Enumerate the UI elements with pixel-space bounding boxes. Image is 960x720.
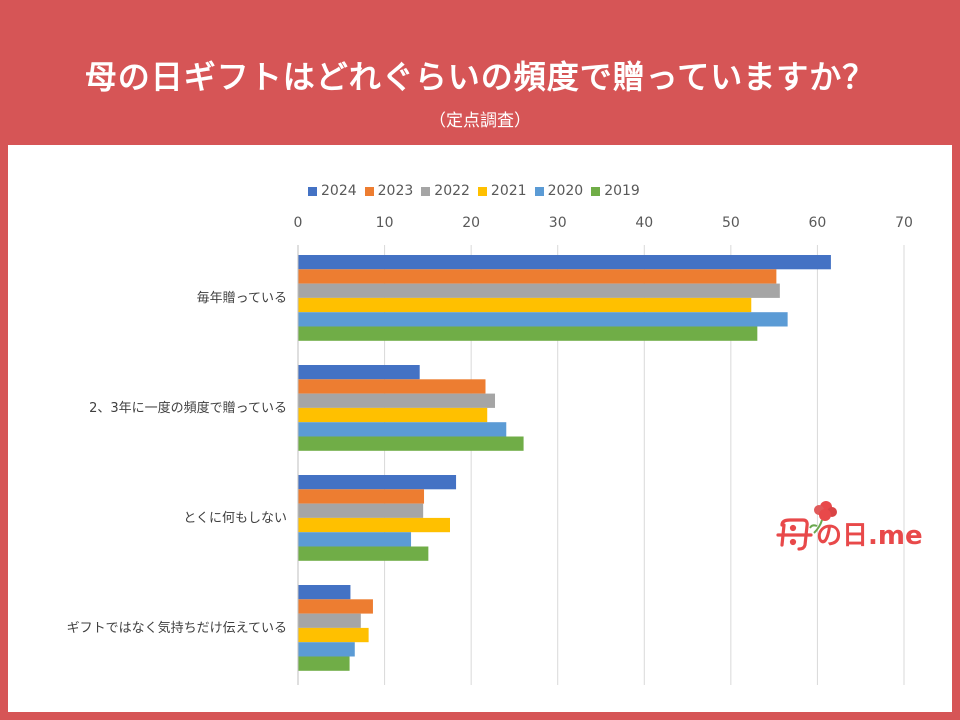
legend-swatch — [308, 186, 317, 196]
page-subtitle: （定点調査） — [429, 111, 531, 131]
bar — [298, 613, 361, 628]
bar — [298, 379, 486, 394]
category-label: 2、3年に一度の頻度で贈っている — [89, 400, 287, 416]
bar — [298, 422, 507, 437]
legend-swatch — [364, 186, 374, 196]
bar — [298, 489, 425, 504]
legend-item: 2023 — [364, 183, 414, 199]
bar — [298, 312, 788, 327]
mother-glyph-icon — [776, 518, 813, 551]
bar — [298, 532, 412, 547]
x-tick-label: 70 — [895, 215, 913, 231]
category-label: ギフトではなく気持ちだけ伝えている — [67, 620, 287, 636]
carnation-icon — [776, 501, 837, 551]
flower-icon — [809, 501, 837, 534]
x-tick-label: 60 — [809, 215, 827, 231]
x-tick-label: 50 — [722, 215, 740, 231]
bar — [298, 326, 758, 341]
bar — [298, 269, 777, 284]
legend-label: 2023 — [377, 183, 414, 199]
bar — [298, 475, 457, 490]
bar — [298, 436, 524, 451]
legend-swatch — [591, 186, 601, 196]
bar — [298, 297, 752, 313]
bar — [298, 599, 373, 614]
legend-item: 2019 — [591, 183, 640, 199]
legend-label: 2024 — [321, 183, 357, 199]
x-tick-label: 40 — [635, 215, 653, 231]
bar — [298, 642, 355, 657]
bar — [298, 283, 780, 298]
x-tick-label: 30 — [549, 215, 567, 231]
legend-swatch — [534, 186, 544, 196]
legend-label: 2019 — [604, 183, 640, 199]
bar — [298, 503, 424, 518]
legend-item: 2024 — [308, 183, 357, 199]
legend-label: 2020 — [547, 183, 584, 199]
legend-item: 2020 — [534, 183, 584, 199]
x-tick-label: 0 — [294, 215, 303, 231]
category-label: 毎年贈っている — [197, 290, 287, 306]
header: 母の日ギフトはどれぐらいの頻度で贈っていますか？ （定点調査） — [0, 0, 960, 145]
logo-text: の日.me — [816, 521, 923, 551]
legend-swatch — [477, 186, 487, 196]
bar — [298, 255, 831, 270]
legend-item: 2021 — [477, 183, 527, 199]
chart-panel: 2024 2023 2022 2021 2020 2019 0 10 20 30 40 50 60 70… — [8, 145, 952, 712]
page-title: 母の日ギフトはどれぐらいの頻度で贈っていますか？ — [84, 58, 876, 96]
x-tick-label: 10 — [376, 215, 394, 231]
category-label: とくに何もしない — [183, 510, 287, 526]
legend-swatch — [421, 186, 431, 196]
bar — [298, 517, 450, 533]
legend-item: 2022 — [421, 183, 470, 199]
bar — [298, 407, 488, 423]
bar — [298, 546, 429, 561]
bar — [298, 627, 369, 643]
bar — [298, 585, 351, 600]
brand-logo: の日.me — [770, 495, 940, 555]
x-tick-label: 20 — [462, 215, 480, 231]
legend-label: 2021 — [490, 183, 527, 199]
legend-label: 2022 — [434, 183, 470, 199]
bar — [298, 656, 350, 671]
bar — [298, 365, 420, 380]
bar-chart: 0 10 20 30 40 50 60 70 毎年贈っている 2、3年に一度の頻度で贈っているとく… — [67, 215, 913, 685]
bar — [298, 393, 496, 408]
chart-legend: 2024 2023 2022 2021 2020 2019 — [308, 181, 640, 201]
